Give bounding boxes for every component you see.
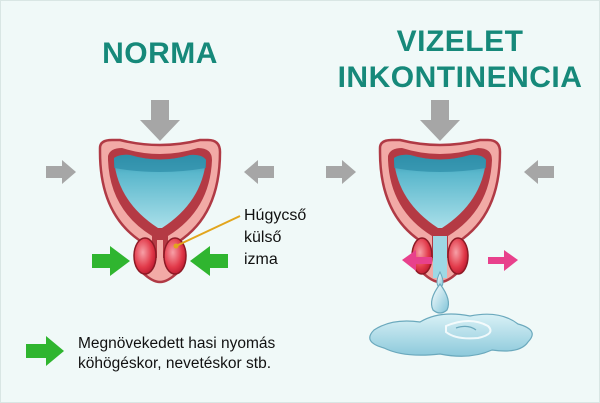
- pressure-arrow-right-side-2: [524, 160, 554, 184]
- bladder-incontinence: [378, 138, 502, 284]
- relax-arrow-right: [488, 250, 518, 271]
- pressure-arrow-left-side: [46, 160, 76, 184]
- sphincter-muscle-right: [163, 237, 187, 275]
- bladder-normal: [98, 138, 222, 284]
- legend-text-line2: köhögéskor, nevetéskor stb.: [78, 355, 272, 372]
- legend-green-arrow-icon: [26, 336, 64, 366]
- cough-arrow-left: [92, 246, 130, 276]
- title-incontinence-line2: INKONTINENCIA: [337, 61, 583, 94]
- pressure-arrow-right-side: [244, 160, 274, 184]
- sphincter-muscle-left: [133, 237, 157, 275]
- title-incontinence-line1: VIZELET: [396, 25, 524, 58]
- cough-arrow-right: [190, 246, 228, 276]
- pressure-arrow-top-right: [420, 100, 460, 141]
- relax-arrow-left: [402, 250, 432, 271]
- pressure-arrow-top-left: [140, 100, 180, 141]
- sphincter-muscle-right: [447, 237, 469, 275]
- legend-text-line1: Megnövekedett hasi nyomás: [78, 335, 276, 352]
- title-normal: NORMA: [102, 37, 218, 70]
- callout-label-line2: külső: [244, 229, 282, 246]
- callout-label-line3: izma: [244, 251, 278, 268]
- urine-puddle: [369, 313, 533, 357]
- callout-line: [173, 215, 241, 249]
- callout-label-line1: Húgycső: [244, 207, 307, 224]
- urine-drop-large: [430, 282, 450, 314]
- pressure-arrow-left-side-2: [326, 160, 356, 184]
